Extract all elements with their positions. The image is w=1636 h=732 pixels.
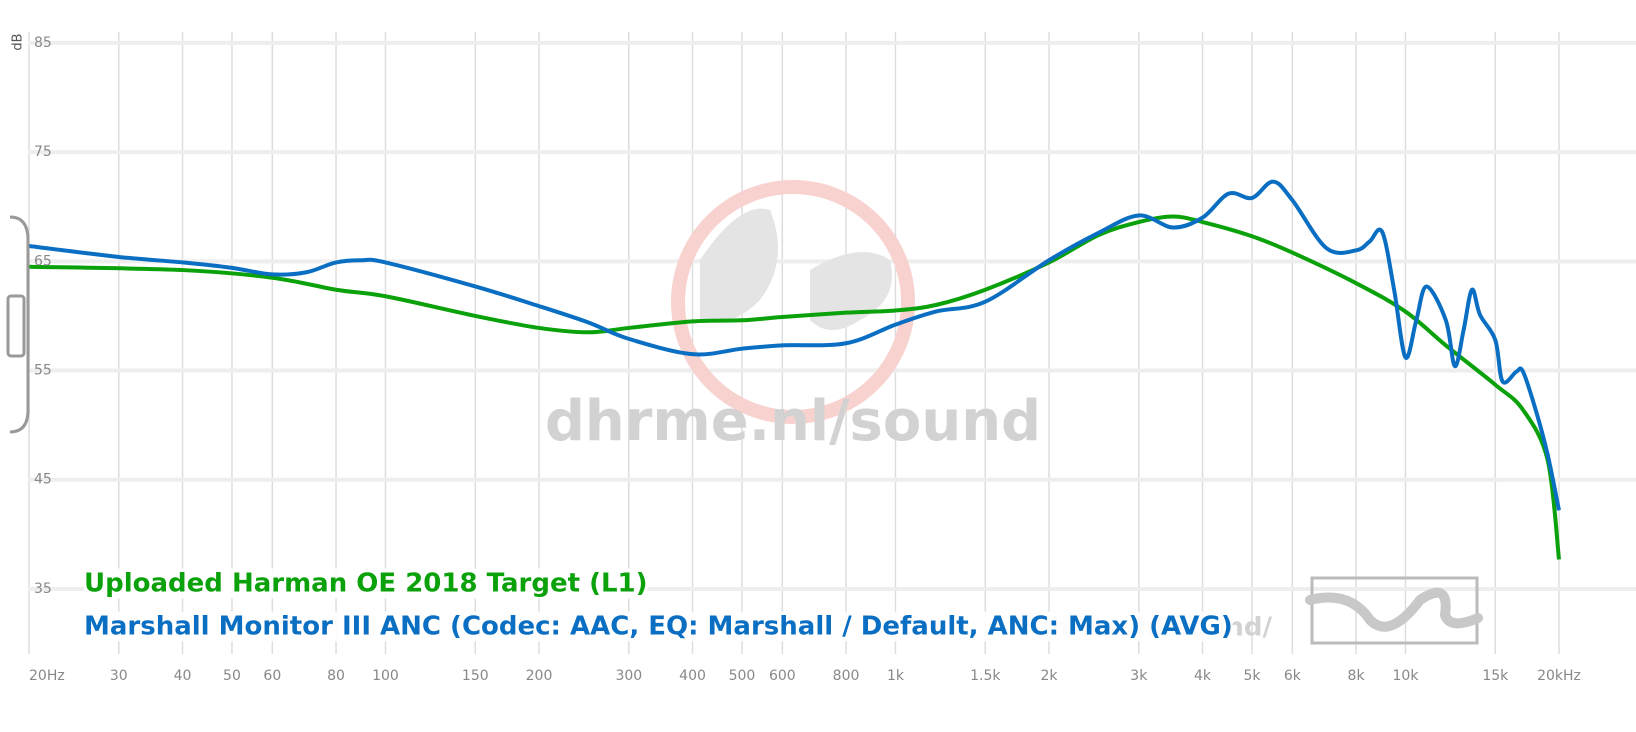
legend-entry: Marshall Monitor III ANC (Codec: AAC, EQ… bbox=[84, 612, 1233, 642]
series-line bbox=[28, 214, 1561, 560]
x-tick-label: 20kHz bbox=[1537, 668, 1581, 684]
x-tick-label: 1.5k bbox=[970, 668, 1001, 684]
x-tick-label: 500 bbox=[729, 668, 756, 684]
x-tick-label: 50 bbox=[223, 668, 241, 684]
y-tick-label: 75 bbox=[34, 144, 52, 160]
x-tick-label: 400 bbox=[679, 668, 706, 684]
x-tick-label: 15k bbox=[1482, 668, 1509, 684]
site-logo bbox=[1305, 576, 1483, 645]
x-tick-label: 800 bbox=[833, 668, 860, 684]
watermark-logo bbox=[671, 180, 915, 424]
x-tick-label: 60 bbox=[263, 668, 281, 684]
x-tick-label: 100 bbox=[372, 668, 399, 684]
y-tick-label: 35 bbox=[34, 581, 52, 597]
x-tick-label: 40 bbox=[174, 668, 192, 684]
x-tick-label: 5k bbox=[1243, 668, 1261, 684]
x-tick-label: 6k bbox=[1284, 668, 1302, 684]
y-tick-label: 85 bbox=[34, 35, 52, 51]
y-axis-label: dB bbox=[11, 33, 26, 50]
x-tick-label: 300 bbox=[615, 668, 642, 684]
x-tick-label: 80 bbox=[327, 668, 345, 684]
x-tick-label: 10k bbox=[1393, 668, 1420, 684]
x-tick-label: 4k bbox=[1194, 668, 1212, 684]
lines bbox=[28, 179, 1561, 560]
legend-background bbox=[84, 568, 648, 599]
y-tick-label: 45 bbox=[34, 472, 52, 488]
legend-entry: Uploaded Harman OE 2018 Target (L1) bbox=[84, 569, 648, 599]
legend: Uploaded Harman OE 2018 Target (L1) Marsh… bbox=[84, 568, 1233, 642]
x-tick-label: 200 bbox=[526, 668, 553, 684]
x-tick-label: 20Hz bbox=[29, 668, 65, 684]
slider-handle bbox=[6, 215, 30, 434]
series-line bbox=[28, 179, 1561, 511]
x-tick-label: 30 bbox=[110, 668, 128, 684]
x-tick-label: 8k bbox=[1348, 668, 1366, 684]
grid bbox=[28, 32, 1636, 654]
x-tick-label: 2k bbox=[1040, 668, 1058, 684]
x-tick-label: 150 bbox=[462, 668, 489, 684]
y-tick-label: 55 bbox=[34, 363, 52, 379]
y-tick-label: 65 bbox=[34, 253, 52, 269]
x-tick-label: 1k bbox=[887, 668, 905, 684]
watermark: dhrme.nl/sound bbox=[545, 389, 1041, 454]
legend-background bbox=[84, 611, 1233, 642]
x-tick-label: 600 bbox=[769, 668, 796, 684]
x-tick-label: 3k bbox=[1130, 668, 1148, 684]
